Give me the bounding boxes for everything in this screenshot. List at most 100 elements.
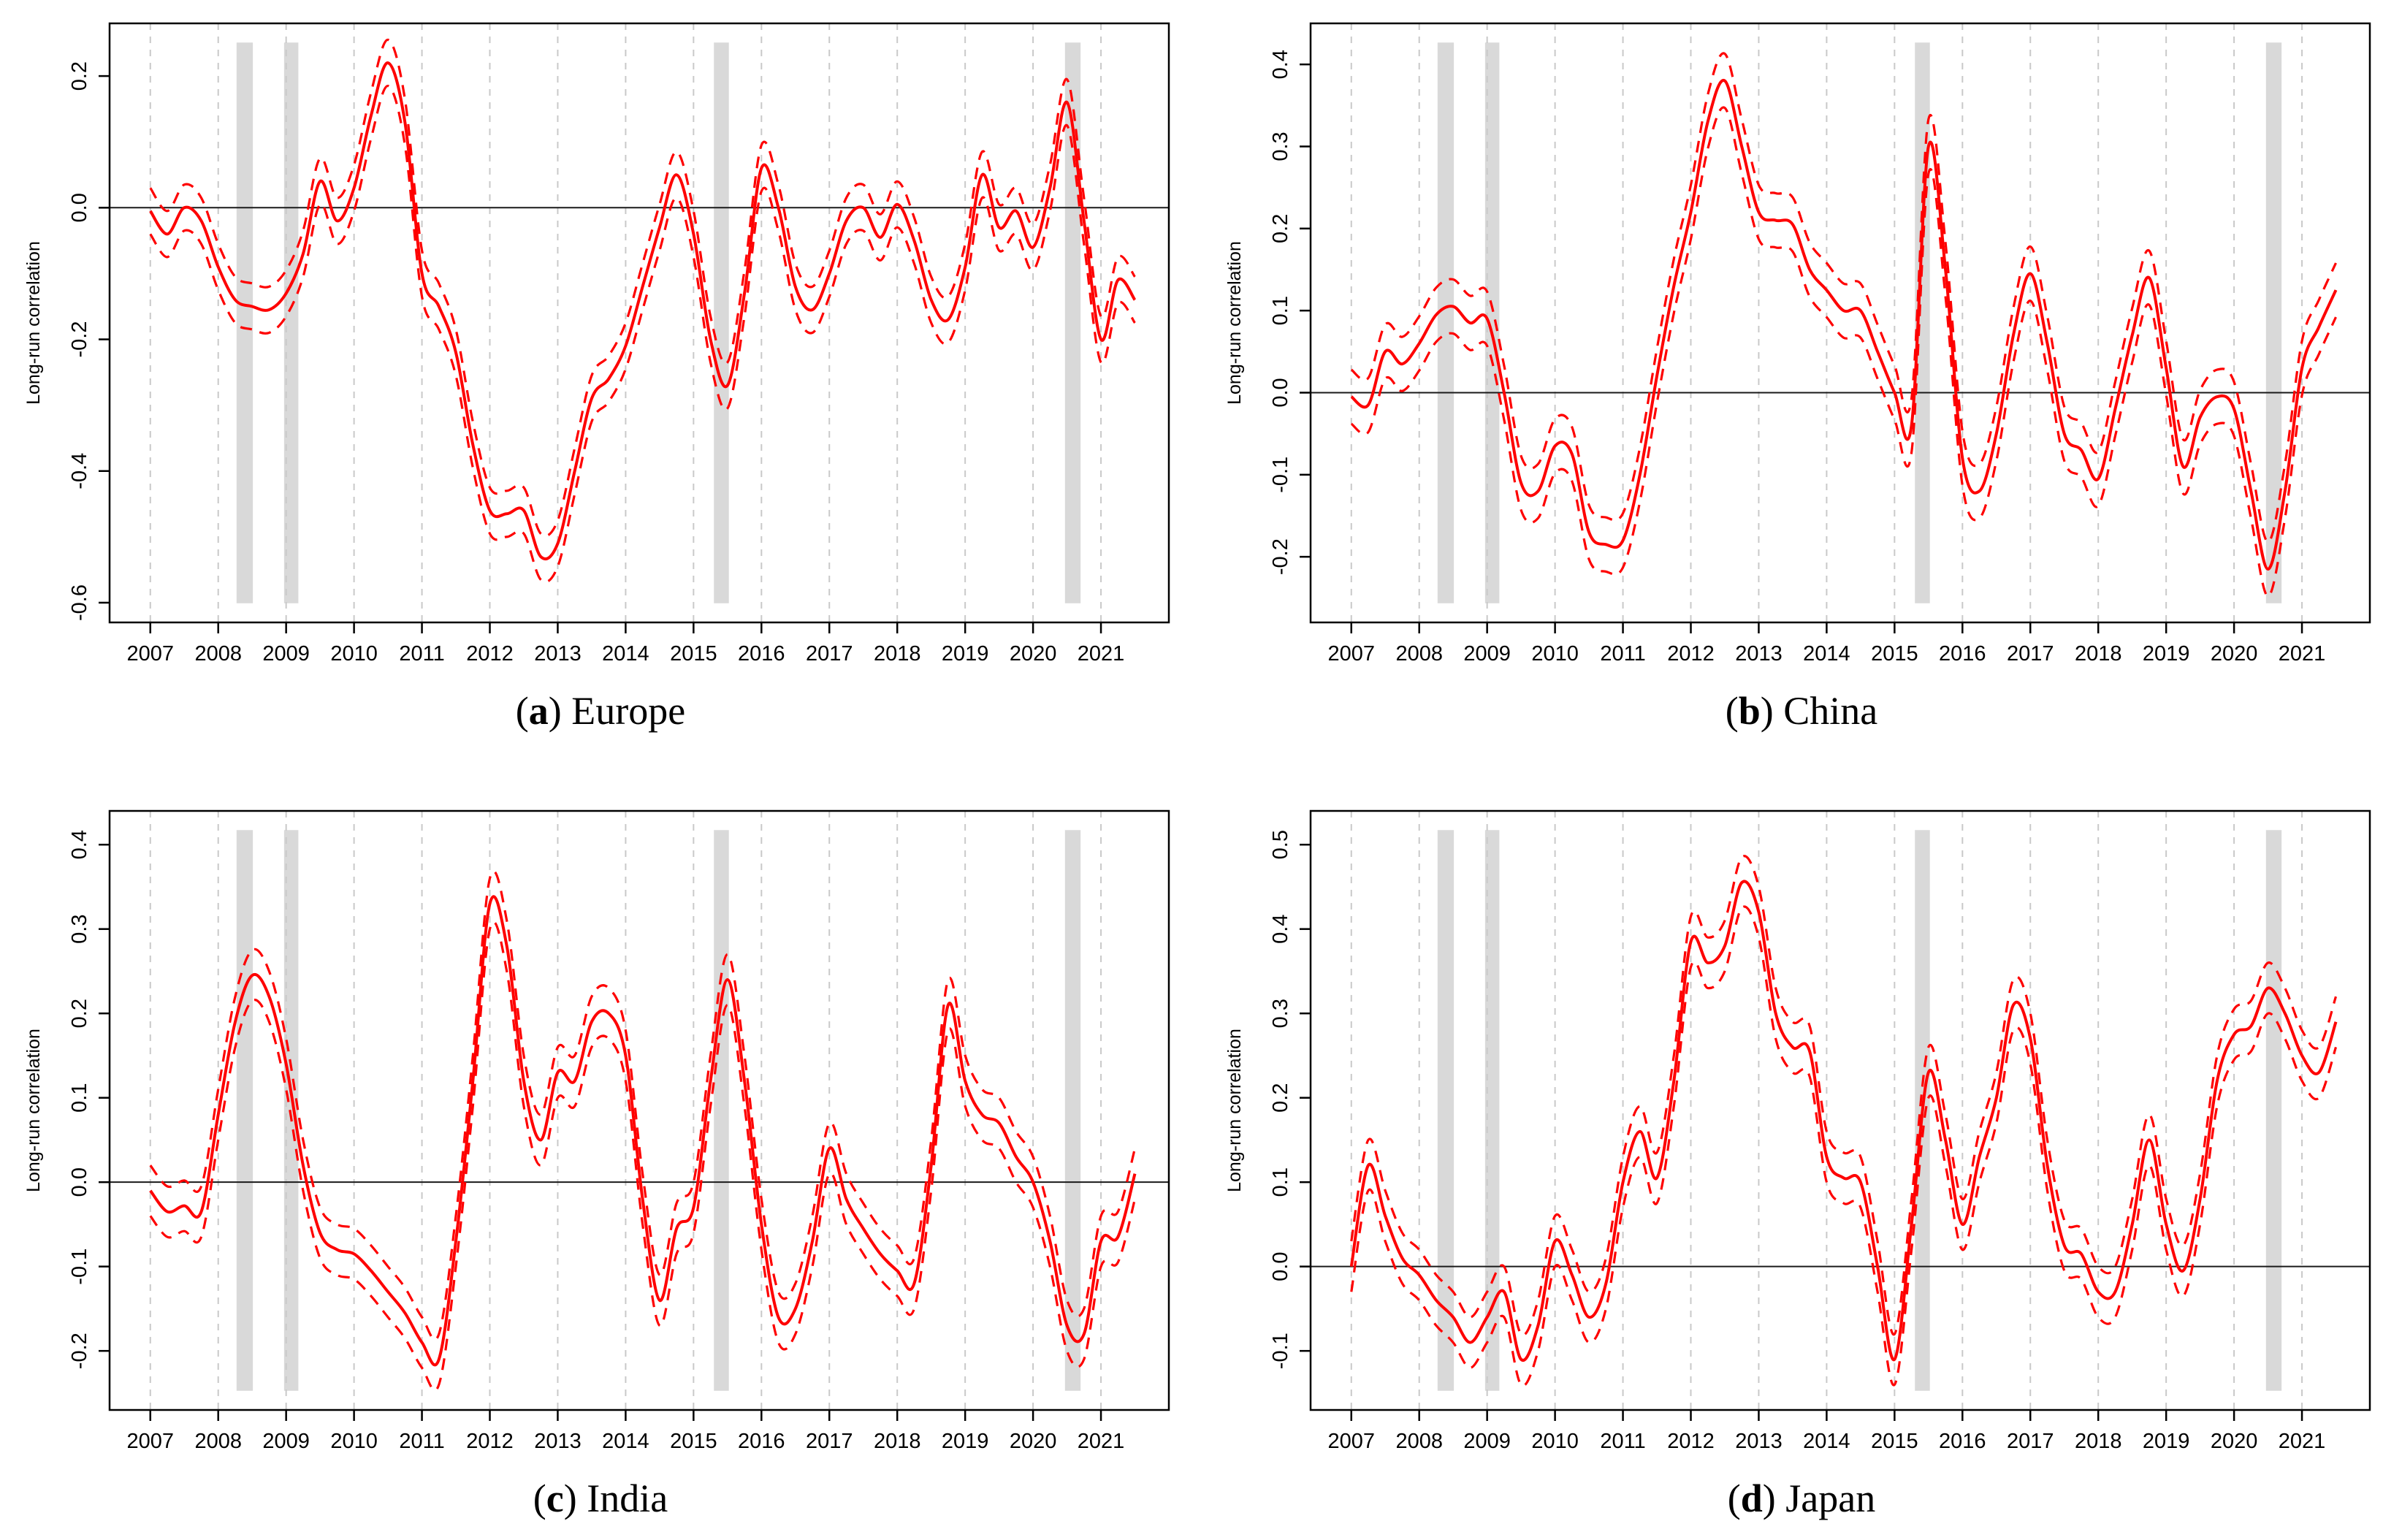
- x-tick-label: 2021: [1078, 642, 1125, 666]
- x-axis: 2007 2008 2009 2010 2011 2012 2013 2014 2015 2016…: [1328, 1410, 2326, 1453]
- y-tick-label: -0.6: [68, 584, 91, 621]
- caption-a-title: Europe: [571, 689, 686, 733]
- caption-panel-a: (a) Europe: [0, 671, 1201, 751]
- x-tick-label: 2020: [2211, 1430, 2258, 1453]
- x-tick-label: 2018: [874, 1430, 921, 1453]
- x-tick-label: 2013: [534, 1430, 582, 1453]
- y-tick-label: 0.0: [1269, 378, 1292, 407]
- x-tick-label: 2014: [1803, 642, 1850, 666]
- x-tick-label: 2009: [262, 1430, 310, 1453]
- confidence-upper-line: [149, 38, 1136, 538]
- chart-b-svg: 2007 2008 2009 2010 2011 2012 2013 2014 2015 2016…: [1224, 22, 2371, 666]
- x-tick-label: 2014: [1803, 1430, 1850, 1453]
- y-tick-label: -0.2: [1269, 538, 1292, 575]
- x-tick-label: 2020: [1010, 642, 1057, 666]
- x-tick-label: 2019: [942, 1430, 989, 1453]
- x-tick-label: 2015: [1871, 1430, 1918, 1453]
- x-tick-label: 2013: [534, 642, 582, 666]
- x-tick-label: 2021: [2279, 1430, 2326, 1453]
- x-tick-label: 2007: [1328, 1430, 1376, 1453]
- x-axis: 2007 2008 2009 2010 2011 2012 2013 2014 2015 2016…: [1328, 622, 2326, 666]
- x-tick-label: 2010: [330, 1430, 378, 1453]
- estimate-line: [149, 61, 1137, 560]
- y-axis-title: Long-run correlation: [1224, 241, 1245, 405]
- x-tick-label: 2009: [262, 642, 310, 666]
- confidence-upper-line: [1350, 855, 2338, 1337]
- crisis-shade-bar: [236, 42, 253, 603]
- y-tick-label: 0.4: [1269, 50, 1292, 79]
- correlation-curves: [1350, 52, 2338, 598]
- estimate-line: [149, 895, 1137, 1367]
- estimate-line: [1349, 880, 2338, 1362]
- confidence-lower-line: [1350, 905, 2338, 1387]
- caption-c-title: India: [587, 1476, 668, 1520]
- y-tick-label: -0.1: [1269, 457, 1292, 493]
- panel-a-europe: 2007 2008 2009 2010 2011 2012 2013 2014 2015 2016…: [0, 0, 1201, 668]
- plot-border: [1309, 22, 2371, 624]
- chart-d-svg: 2007 2008 2009 2010 2011 2012 2013 2014 2015 2016…: [1224, 809, 2371, 1453]
- correlation-curves: [149, 38, 1137, 584]
- x-tick-label: 2020: [1010, 1430, 1057, 1453]
- x-tick-label: 2015: [1871, 642, 1918, 666]
- y-axis: 0.4 0.3 0.2 0.1 0.0 -0.1 -0.2: [1269, 50, 1311, 575]
- caption-a-close: ): [548, 689, 572, 733]
- caption-d-open: (: [1727, 1476, 1741, 1520]
- crisis-shade-bar: [714, 830, 729, 1391]
- x-tick-label: 2016: [1939, 1430, 1986, 1453]
- crisis-shade-bar: [714, 42, 729, 603]
- x-tick-label: 2008: [194, 642, 242, 666]
- caption-b-open: (: [1725, 689, 1739, 733]
- x-tick-label: 2011: [1600, 1430, 1645, 1453]
- shaded-crisis-periods: [1437, 830, 2282, 1391]
- x-tick-label: 2019: [2143, 1430, 2190, 1453]
- panel-b-china: 2007 2008 2009 2010 2011 2012 2013 2014 2015 2016…: [1201, 0, 2402, 668]
- x-tick-label: 2017: [806, 1430, 853, 1453]
- x-tick-label: 2017: [806, 642, 853, 666]
- x-tick-label: 2016: [738, 642, 785, 666]
- x-axis: 2007 2008 2009 2010 2011 2012 2013 2014 2015 2016…: [127, 622, 1125, 666]
- plot-border: [1309, 809, 2371, 1411]
- y-tick-label: 0.3: [1269, 131, 1292, 161]
- crisis-shade-bar: [2265, 830, 2282, 1391]
- crisis-shade-bar: [1437, 42, 1454, 603]
- y-tick-label: -0.1: [1269, 1333, 1292, 1369]
- y-tick-label: 0.0: [68, 193, 91, 222]
- x-tick-label: 2021: [2279, 642, 2326, 666]
- y-tick-label: 0.2: [68, 999, 91, 1028]
- x-tick-label: 2013: [1735, 1430, 1783, 1453]
- y-tick-label: 0.2: [68, 61, 91, 91]
- x-tick-label: 2012: [466, 642, 514, 666]
- y-tick-label: 0.0: [1269, 1252, 1292, 1281]
- y-axis-title: Long-run correlation: [23, 241, 44, 405]
- x-tick-label: 2010: [330, 642, 378, 666]
- x-tick-label: 2014: [602, 642, 649, 666]
- y-tick-label: 0.3: [1269, 999, 1292, 1028]
- y-tick-label: 0.1: [1269, 1167, 1292, 1197]
- y-tick-label: 0.0: [68, 1167, 91, 1197]
- x-tick-label: 2007: [1328, 642, 1376, 666]
- x-tick-label: 2016: [738, 1430, 785, 1453]
- crisis-shade-bar: [1437, 830, 1454, 1391]
- correlation-curves: [1349, 855, 2338, 1387]
- caption-panel-b: (b) China: [1201, 671, 2402, 751]
- caption-d-title: Japan: [1785, 1476, 1876, 1520]
- y-tick-label: -0.4: [68, 453, 91, 489]
- x-tick-label: 2008: [1395, 642, 1443, 666]
- x-tick-label: 2021: [1078, 1430, 1125, 1453]
- x-tick-label: 2014: [602, 1430, 649, 1453]
- confidence-lower-line: [149, 85, 1136, 584]
- x-tick-label: 2020: [2211, 642, 2258, 666]
- y-axis-title: Long-run correlation: [23, 1029, 44, 1192]
- x-tick-label: 2015: [670, 1430, 717, 1453]
- caption-a-letter: a: [528, 689, 549, 733]
- shaded-crisis-periods: [236, 42, 1081, 603]
- crisis-shade-bar: [283, 830, 299, 1391]
- y-tick-label: 0.1: [68, 1083, 91, 1113]
- caption-b-letter: b: [1738, 689, 1761, 733]
- y-axis: 0.4 0.3 0.2 0.1 0.0 -0.1 -0.2: [68, 830, 110, 1369]
- caption-c-close: ): [563, 1476, 587, 1520]
- x-tick-label: 2015: [670, 642, 717, 666]
- plot-border: [108, 809, 1170, 1411]
- y-tick-label: -0.2: [68, 1333, 91, 1369]
- shaded-crisis-periods: [1437, 42, 2282, 603]
